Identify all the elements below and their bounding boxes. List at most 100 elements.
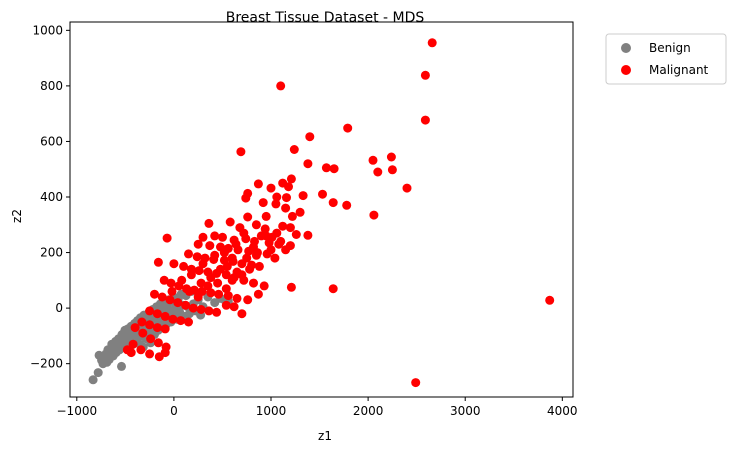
malignant-point [237,270,247,280]
malignant-point [242,253,252,263]
x-axis-label: z1 [318,429,332,443]
malignant-point [184,249,193,259]
benign-point [93,368,103,378]
malignant-point [181,300,191,310]
malignant-point [318,189,327,199]
malignant-point [162,233,172,243]
malignant-point [254,261,264,271]
benign-point [117,361,126,371]
malignant-point [270,253,280,263]
malignant-point [386,152,396,162]
malignant-point [214,289,224,299]
malignant-point [218,232,227,242]
malignant-point [266,245,276,255]
malignant-point [387,165,397,175]
legend-label: Benign [649,41,691,55]
malignant-point [267,232,277,242]
malignant-point [303,230,313,240]
malignant-point [168,314,178,324]
malignant-point [286,282,296,292]
malignant-point [204,306,214,316]
malignant-point [232,293,242,303]
malignant-point [278,221,288,231]
malignant-point [222,261,232,271]
malignant-point [210,250,220,260]
malignant-point [219,248,229,258]
malignant-point [193,292,203,302]
malignant-point [196,305,206,314]
malignant-point [285,223,295,233]
malignant-point [173,298,183,308]
x-tick-label: 1000 [256,404,287,418]
malignant-point [192,252,202,262]
malignant-point [328,198,338,208]
legend-marker [621,65,631,75]
malignant-point [274,239,284,249]
malignant-point [198,259,208,269]
plot-frame [69,21,574,398]
malignant-point [303,159,313,169]
malignant-point [204,218,214,228]
malignant-point [229,302,239,312]
malignant-point [225,217,235,227]
malignant-point [223,291,233,301]
x-tick-label: −1000 [57,404,98,418]
malignant-point [227,275,237,285]
malignant-point [305,132,315,142]
malignant-point [205,241,215,251]
malignant-point [145,320,155,330]
malignant-point [284,182,293,192]
malignant-point [237,309,247,319]
malignant-point [286,174,296,184]
malignant-point [146,334,156,344]
malignant-point [241,193,251,203]
malignant-point [276,81,286,91]
malignant-point [216,264,225,274]
malignant-point [196,278,206,288]
malignant-point [245,264,255,274]
malignant-point [243,295,253,305]
malignant-point [206,273,216,283]
malignant-point [260,224,270,234]
malignant-point [249,278,258,288]
malignant-point [369,210,379,220]
plot-area [88,38,555,388]
y-axis-label: z2 [10,209,24,223]
malignant-point [186,270,196,280]
malignant-point [177,275,187,285]
malignant-point [402,183,412,193]
legend-frame [605,33,727,85]
malignant-point [258,198,268,208]
legend: Benign Malignant [605,33,727,85]
malignant-point [210,231,220,241]
y-tick-label: −200 [30,357,63,371]
malignant-point [251,220,261,230]
malignant-point [231,239,241,249]
malignant-point [203,281,213,291]
y-tick-label: 0 [55,301,63,315]
malignant-point [152,323,162,333]
malignant-point [287,211,297,221]
malignant-point [545,295,555,305]
malignant-point [259,281,269,291]
malignant-point [253,179,263,189]
malignant-point [221,284,231,294]
malignant-point [153,257,163,267]
malignant-point [157,292,167,302]
malignant-point [159,275,169,285]
malignant-point [153,338,163,348]
malignant-point [329,164,339,174]
malignant-point [253,289,263,299]
malignant-point [291,230,301,239]
malignant-point [221,270,231,280]
malignant-point [122,345,132,355]
malignant-point [176,316,186,326]
malignant-point [328,284,338,294]
malignant-point [289,145,299,154]
x-axis: −1000 0 1000 2000 3000 4000 [57,397,578,418]
y-axis: −200 0 200 400 600 800 1000 [30,23,70,371]
malignant-point [271,199,281,209]
x-tick-label: 2000 [353,404,384,418]
